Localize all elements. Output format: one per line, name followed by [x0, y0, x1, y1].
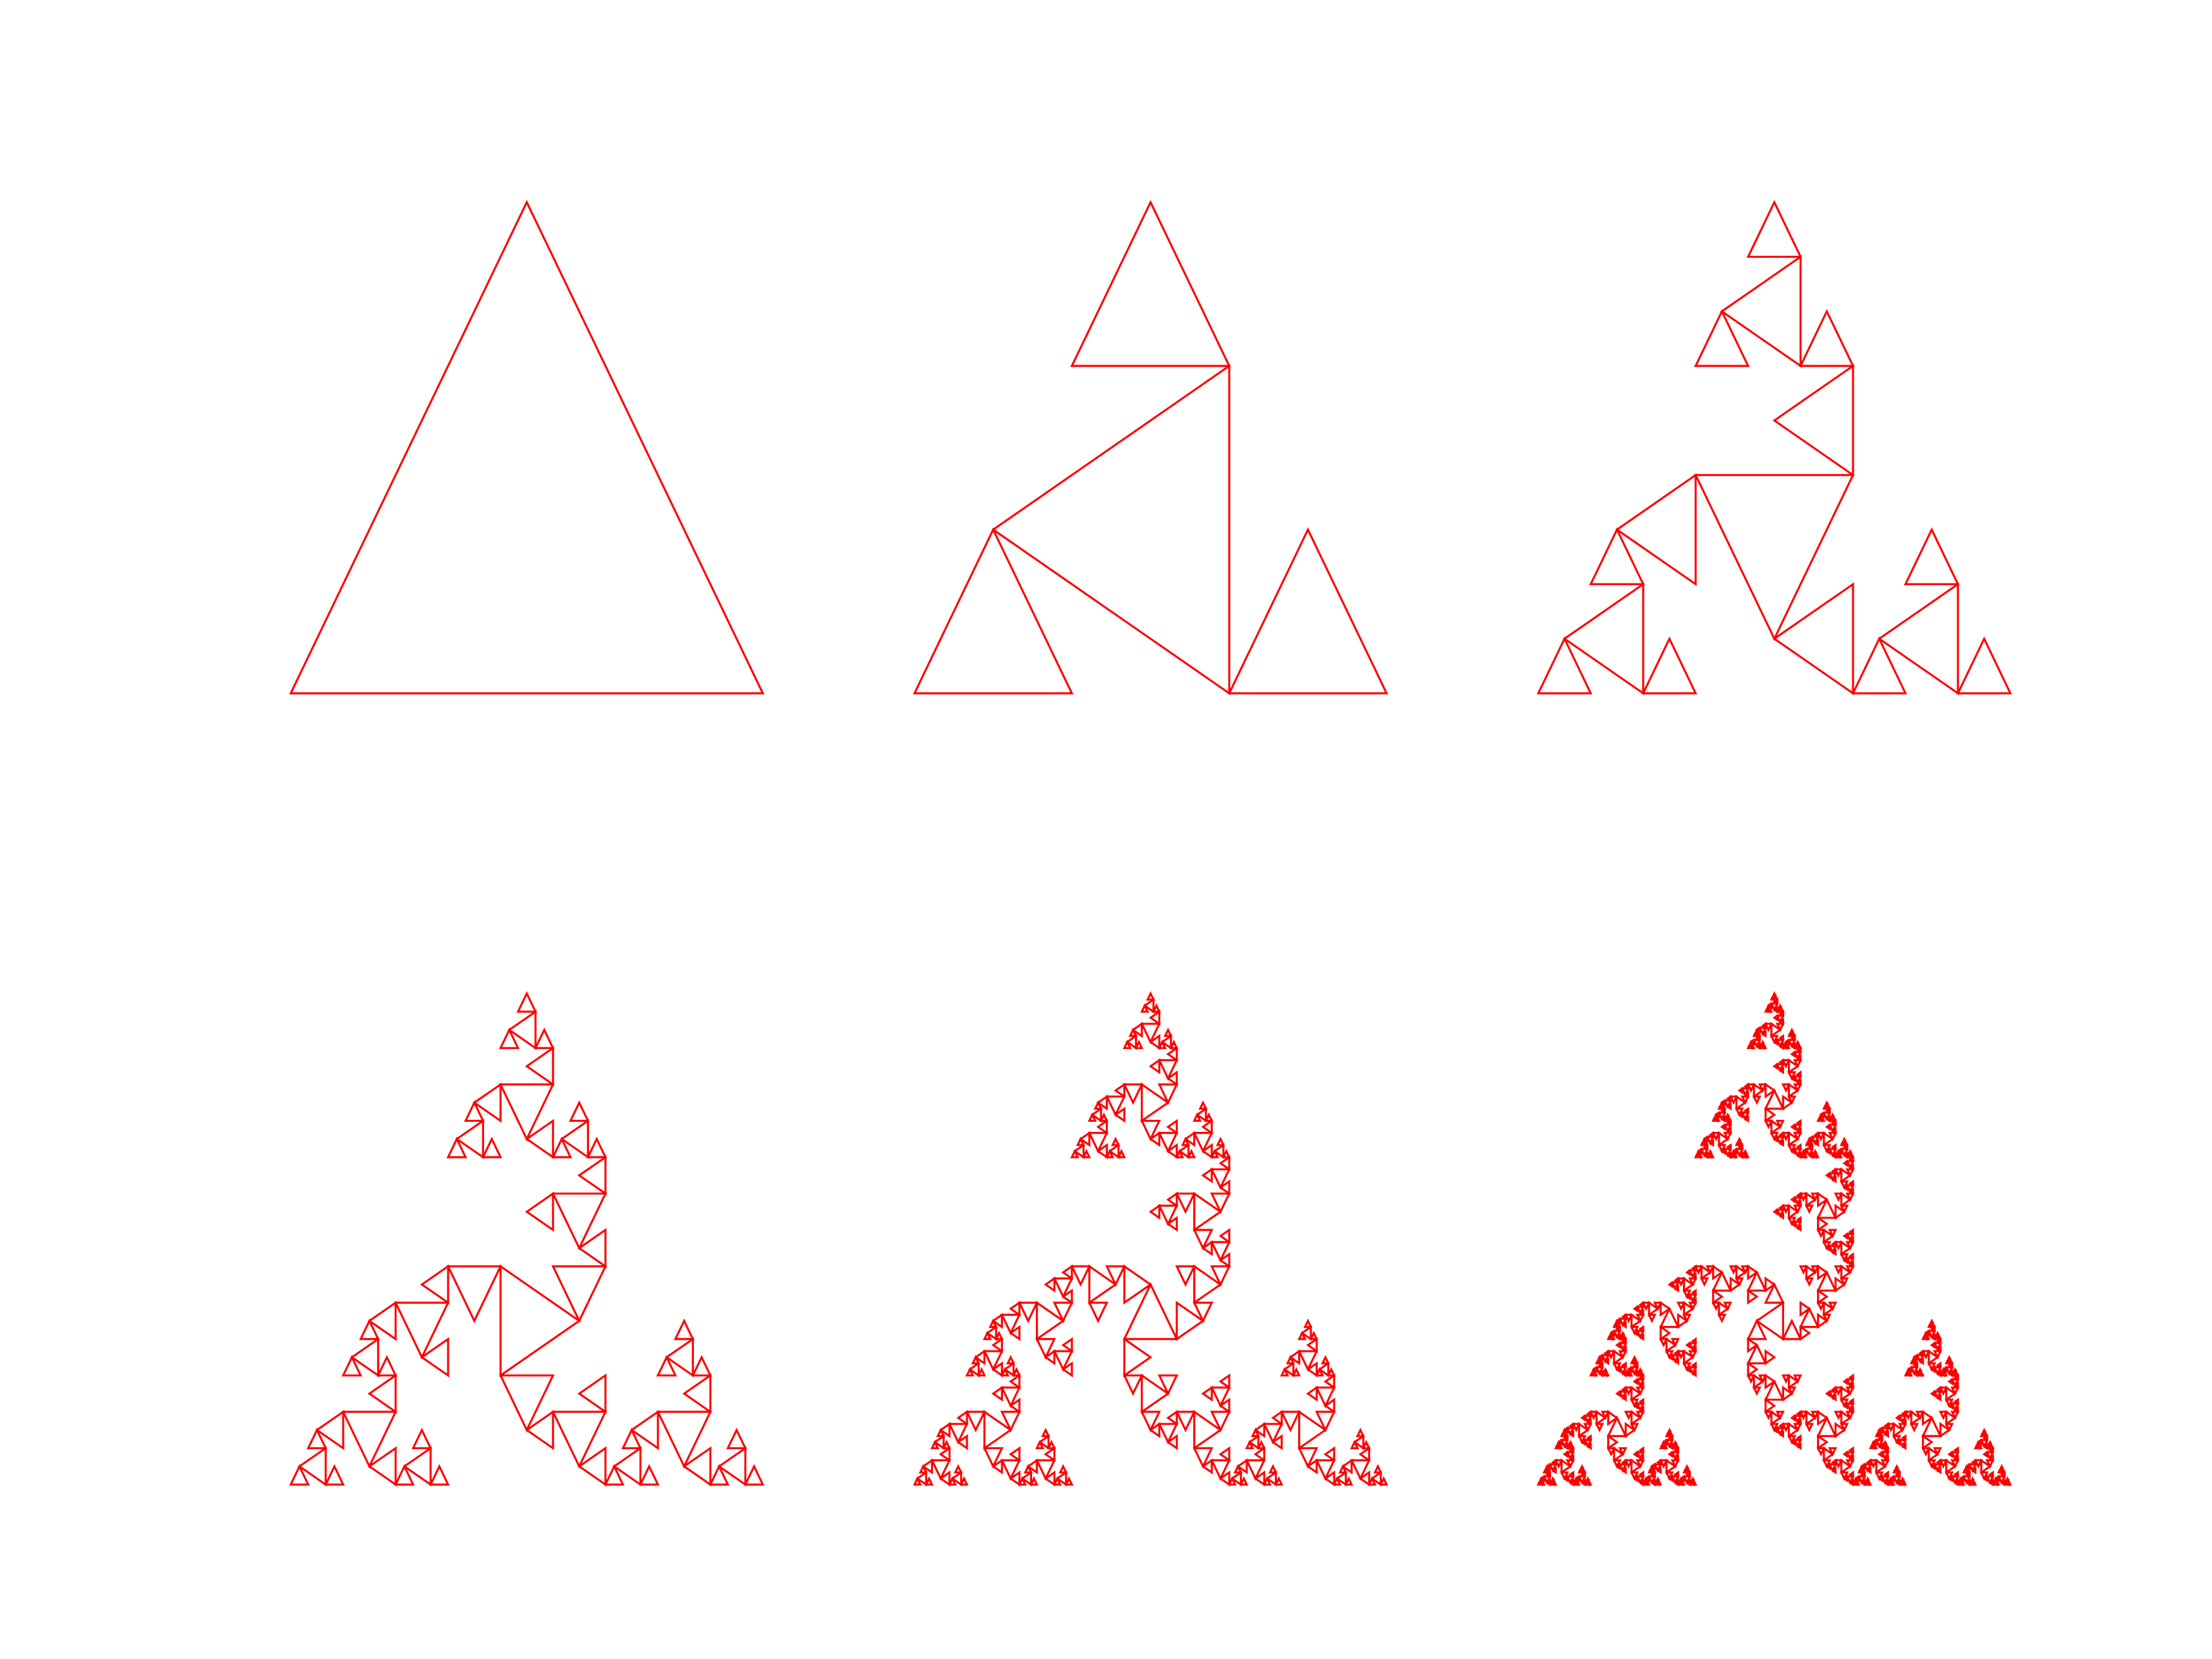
fractal-panel: [289, 200, 765, 695]
fractal-panel: [913, 991, 1389, 1487]
fractal-panel: [289, 991, 765, 1487]
fractal-panel: [913, 200, 1389, 696]
fractal-panel: [1536, 200, 2012, 696]
fractal-panel: [1536, 991, 2012, 1487]
